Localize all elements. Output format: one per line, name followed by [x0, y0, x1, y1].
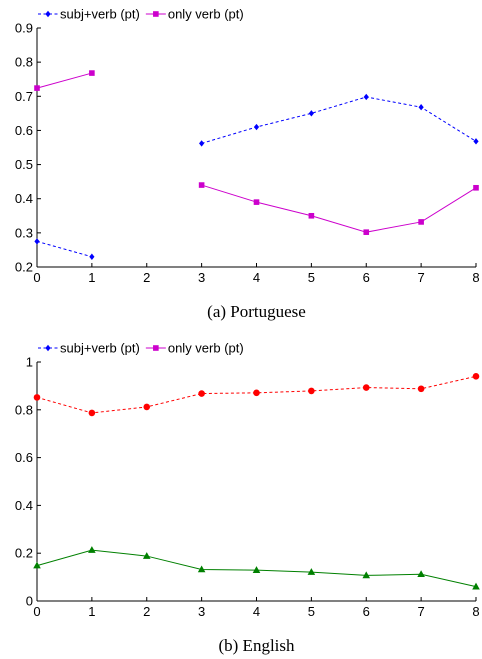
- x-tick-label: 6: [363, 604, 370, 619]
- x-tick-label: 0: [33, 270, 40, 285]
- y-tick-label: 0.7: [15, 89, 33, 104]
- series-line: [37, 73, 92, 88]
- data-point: [34, 238, 39, 244]
- series-1: [34, 94, 478, 260]
- x-tick-label: 3: [198, 270, 205, 285]
- data-point: [34, 394, 41, 401]
- data-point: [254, 199, 260, 205]
- chart-caption: (b) English: [218, 636, 295, 655]
- data-point: [473, 373, 480, 380]
- series-line: [202, 97, 476, 143]
- data-point: [364, 94, 369, 100]
- legend-label: only verb (pt): [168, 7, 244, 22]
- data-point: [199, 140, 204, 146]
- y-tick-label: 0.4: [15, 191, 33, 206]
- data-point: [89, 70, 95, 76]
- y-tick-label: 0: [26, 594, 33, 609]
- data-point: [419, 104, 424, 110]
- data-point: [309, 213, 315, 219]
- x-tick-label: 4: [253, 604, 260, 619]
- series-2: [34, 70, 479, 235]
- data-point: [254, 124, 259, 130]
- data-point: [89, 410, 96, 417]
- x-tick-label: 3: [198, 604, 205, 619]
- legend-label: subj+verb (pt): [60, 7, 140, 22]
- series-1: [34, 373, 480, 416]
- x-tick-label: 1: [88, 604, 95, 619]
- x-tick-label: 8: [472, 604, 479, 619]
- data-point: [309, 110, 314, 116]
- x-tick-label: 1: [88, 270, 95, 285]
- data-point: [417, 570, 425, 577]
- y-tick-label: 0.8: [15, 402, 33, 417]
- series-line: [37, 241, 92, 256]
- y-tick-label: 0.2: [15, 260, 33, 275]
- chart-portuguese: 0.2 0.3 0.4 0.5 0.6 0.7 0.8 0.9 0 1 2 3 4 5 6 7 8 subj+ve…: [15, 7, 480, 322]
- y-tick-label: 0.2: [15, 546, 33, 561]
- data-point: [308, 568, 316, 575]
- y-tick-label: 0.6: [15, 450, 33, 465]
- y-tick-label: 0.6: [15, 123, 33, 138]
- y-tick-label: 0.4: [15, 498, 33, 513]
- x-tick-label: 7: [418, 270, 425, 285]
- x-tick-label: 2: [143, 604, 150, 619]
- legend-label: subj+verb (pt): [60, 341, 140, 356]
- legend: subj+verb (pt) only verb (pt): [38, 341, 244, 356]
- data-point: [473, 138, 478, 144]
- data-point: [89, 254, 94, 260]
- data-point: [253, 566, 261, 573]
- legend: subj+verb (pt) only verb (pt): [38, 7, 244, 22]
- y-tick-label: 0.3: [15, 225, 33, 240]
- data-point: [473, 185, 479, 191]
- data-point: [88, 546, 96, 553]
- x-tick-label: 4: [253, 270, 260, 285]
- x-tick-label: 7: [418, 604, 425, 619]
- x-tick-label: 0: [33, 604, 40, 619]
- legend-label: only verb (pt): [168, 341, 244, 356]
- data-point: [198, 390, 205, 397]
- x-tick-label: 5: [308, 604, 315, 619]
- chart-english: 0 0.2 0.4 0.6 0.8 1 0 1 2 3 4 5 6 7 8 subj+verb (pt) onl…: [15, 341, 480, 656]
- legend-marker: [45, 11, 50, 17]
- x-tick-label: 6: [363, 270, 370, 285]
- data-point: [253, 390, 260, 397]
- series-line: [202, 185, 476, 232]
- y-tick-label: 0.9: [15, 21, 33, 36]
- chart-caption: (a) Portuguese: [207, 302, 306, 321]
- data-point: [363, 229, 369, 235]
- x-tick-label: 5: [308, 270, 315, 285]
- data-point: [363, 384, 370, 391]
- data-point: [143, 404, 150, 411]
- y-tick-label: 1: [26, 355, 33, 370]
- data-point: [308, 388, 315, 395]
- legend-marker: [153, 345, 159, 351]
- y-tick-label: 0.5: [15, 157, 33, 172]
- series-2: [33, 546, 480, 589]
- data-point: [34, 85, 40, 91]
- legend-marker: [45, 345, 50, 351]
- data-point: [418, 385, 425, 392]
- x-tick-label: 8: [472, 270, 479, 285]
- x-tick-label: 2: [143, 270, 150, 285]
- data-point: [418, 219, 424, 225]
- legend-marker: [153, 11, 159, 17]
- data-point: [199, 182, 205, 188]
- y-tick-label: 0.8: [15, 55, 33, 70]
